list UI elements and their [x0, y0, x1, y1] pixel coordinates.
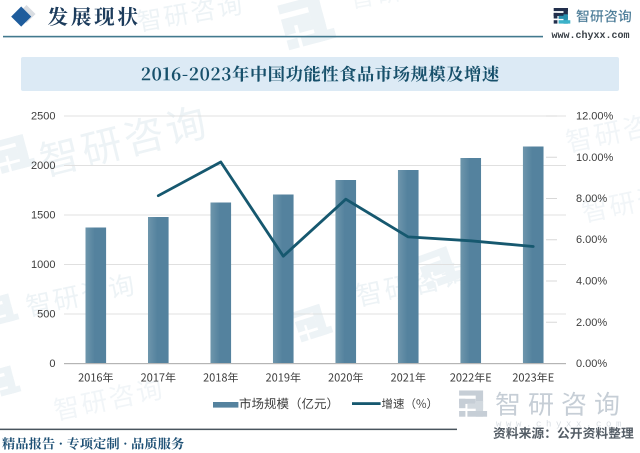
svg-text:10.00%: 10.00% — [576, 152, 614, 164]
svg-text:500: 500 — [37, 309, 55, 321]
svg-text:8.00%: 8.00% — [576, 193, 607, 205]
svg-text:1000: 1000 — [31, 259, 55, 271]
svg-text:6.00%: 6.00% — [576, 234, 607, 246]
svg-text:2500: 2500 — [31, 111, 55, 123]
svg-text:0: 0 — [49, 358, 55, 370]
svg-text:4.00%: 4.00% — [576, 276, 607, 288]
svg-text:2.00%: 2.00% — [576, 317, 607, 329]
svg-text:2000: 2000 — [31, 160, 55, 172]
svg-text:12.00%: 12.00% — [576, 111, 614, 123]
svg-text:0.00%: 0.00% — [576, 358, 607, 370]
svg-text:1500: 1500 — [31, 210, 55, 222]
svg-text:www.chyxx.com: www.chyxx.com — [496, 420, 626, 430]
